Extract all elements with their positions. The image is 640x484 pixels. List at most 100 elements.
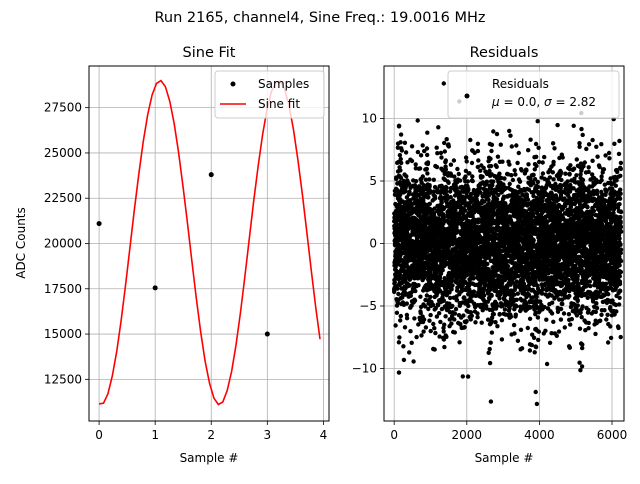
residual-point [551,170,555,174]
residual-point [526,148,530,152]
residual-point [414,335,418,339]
residual-point [466,374,470,378]
residual-point [404,174,408,178]
residual-point [559,317,563,321]
residual-point [425,167,429,171]
residual-point [427,184,431,188]
sine-fit-xtick-label: 2 [207,428,215,442]
residual-point [507,129,511,133]
residual-point [428,202,432,206]
residual-point [442,323,446,327]
residual-point [485,262,489,266]
sine-fit-ytick-label: 25000 [44,146,82,160]
residual-point [425,146,429,150]
residual-point [512,331,516,335]
residual-point [552,146,556,150]
residual-point [534,142,538,146]
residual-point [534,164,538,168]
residual-point [562,311,566,315]
residual-point [511,178,515,182]
residual-point [403,325,407,329]
residual-point [426,195,430,199]
residual-point [421,143,425,147]
residual-point [528,317,532,321]
residual-point [466,179,470,183]
residual-point [526,198,530,202]
residual-point [480,175,484,179]
residual-point [489,399,493,403]
sine-fit-ytick-label: 22500 [44,191,82,205]
residual-point [395,287,399,291]
residual-point [561,155,565,159]
residual-point [507,162,511,166]
residual-point [473,320,477,324]
residual-point [442,345,446,349]
residual-point [397,340,401,344]
residual-point [491,179,495,183]
residual-point [405,316,409,320]
residual-point [554,193,558,197]
residual-point [410,159,414,163]
residual-point [495,165,499,169]
residual-point [514,143,518,147]
residual-point [480,321,484,325]
residual-point [495,132,499,136]
residual-point [509,315,513,319]
residual-point [421,198,425,202]
residual-point [411,359,415,363]
residuals-plot-area [392,81,623,406]
residual-point [526,326,530,330]
residual-point [442,141,446,145]
residual-point [435,165,439,169]
residual-point [514,304,518,308]
residual-point [568,322,572,326]
residual-point [432,178,436,182]
residual-point [472,289,476,293]
residual-point [437,311,441,315]
residual-point [497,296,501,300]
residual-point [568,346,572,350]
residual-point [478,169,482,173]
residual-point [536,119,540,123]
residual-point [525,192,529,196]
residual-point [567,312,571,316]
residual-point [470,161,474,165]
residual-point [560,302,564,306]
residual-point [393,280,397,284]
residual-point [519,328,523,332]
residual-point [490,183,494,187]
residual-point [404,150,408,154]
residual-point [393,323,397,327]
residual-point [453,330,457,334]
residual-point [524,168,528,172]
residual-point [444,158,448,162]
residual-point [495,304,499,308]
residual-point [457,340,461,344]
residual-point [513,168,517,172]
residual-point [470,174,474,178]
residual-point [464,319,468,323]
residual-point [507,306,511,310]
residual-point [510,144,514,148]
residual-point [528,138,532,142]
residual-point [548,341,552,345]
residual-point [428,295,432,299]
residual-point [399,314,403,318]
residual-point [541,287,545,291]
residual-point [399,157,403,161]
sine-fit-xtick-label: 1 [151,428,159,442]
residual-point [425,131,429,135]
residual-point [550,311,554,315]
residual-point [543,329,547,333]
residual-point [428,313,432,317]
residual-point [444,335,448,339]
residual-point [443,314,447,318]
residual-point [432,326,436,330]
residual-point [435,146,439,150]
residual-point [433,347,437,351]
sine-fit-grid [89,66,329,421]
residual-point [410,341,414,345]
residual-point [488,361,492,365]
sine-fit-plot-area [97,81,320,405]
residual-point [520,346,524,350]
